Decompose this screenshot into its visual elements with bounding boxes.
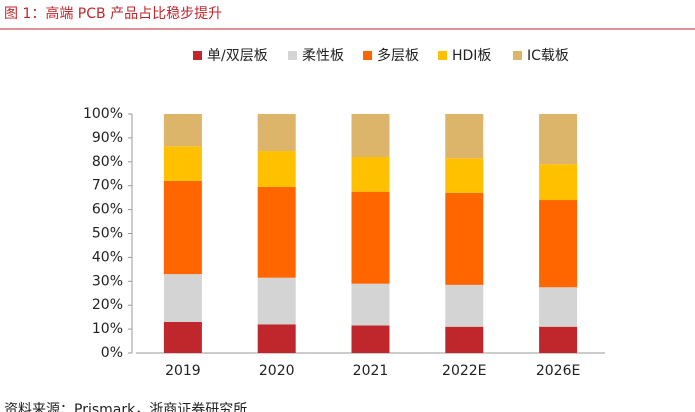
y-tick-label: 20% bbox=[92, 297, 123, 313]
bar-segment bbox=[163, 180, 202, 275]
source-note: 资料来源：Prismark，浙商证券研究所 bbox=[4, 402, 247, 412]
y-tick-label: 10% bbox=[92, 321, 123, 337]
x-tick-label: 2026E bbox=[536, 363, 580, 379]
bar-segment bbox=[163, 321, 202, 353]
bar-segment bbox=[445, 284, 484, 327]
y-tick-label: 70% bbox=[92, 178, 123, 194]
bar-segment bbox=[539, 164, 578, 201]
bar-segment bbox=[539, 200, 578, 288]
y-tick-label: 0% bbox=[101, 345, 123, 361]
x-tick-label: 2021 bbox=[353, 363, 389, 379]
bar-segment bbox=[163, 274, 202, 322]
legend-swatch bbox=[513, 51, 522, 60]
x-tick-label: 2022E bbox=[442, 363, 486, 379]
bar-segment bbox=[539, 287, 578, 327]
bar-segment bbox=[351, 283, 390, 326]
bar-segment bbox=[351, 114, 390, 158]
legend-swatch bbox=[438, 51, 447, 60]
legend-swatch bbox=[193, 51, 202, 60]
y-tick-label: 40% bbox=[92, 249, 123, 265]
bar-segment bbox=[163, 146, 202, 181]
page-title: 图 1：高端 PCB 产品占比稳步提升 bbox=[4, 5, 222, 22]
y-tick-label: 30% bbox=[92, 273, 123, 289]
bar-segment bbox=[445, 192, 484, 285]
legend-label: 单/双层板 bbox=[207, 48, 268, 64]
x-tick-label: 2020 bbox=[259, 363, 295, 379]
bar-segment bbox=[445, 114, 484, 159]
bar-segment bbox=[445, 326, 484, 353]
legend-label: HDI板 bbox=[452, 48, 491, 64]
bar-segment bbox=[539, 114, 578, 165]
legend-label: 柔性板 bbox=[302, 48, 344, 64]
y-tick-label: 90% bbox=[92, 130, 123, 146]
legend-swatch bbox=[363, 51, 372, 60]
y-tick-label: 100% bbox=[83, 106, 123, 122]
bar-segment bbox=[351, 325, 390, 353]
bar-segment bbox=[257, 114, 296, 152]
y-tick-label: 60% bbox=[92, 202, 123, 218]
bar-segment bbox=[351, 191, 390, 284]
bar-segment bbox=[257, 277, 296, 325]
legend-label: 多层板 bbox=[377, 47, 419, 64]
bar-segment bbox=[163, 114, 202, 147]
bar-segment bbox=[257, 151, 296, 187]
bar-segment bbox=[257, 324, 296, 353]
x-tick-label: 2019 bbox=[165, 363, 201, 379]
bar-segment bbox=[351, 157, 390, 192]
legend-swatch bbox=[288, 51, 297, 60]
y-tick-label: 80% bbox=[92, 154, 123, 170]
bar-segment bbox=[539, 326, 578, 353]
bar-segment bbox=[257, 186, 296, 278]
y-tick-label: 50% bbox=[92, 226, 123, 242]
bar-segment bbox=[445, 158, 484, 193]
legend-label: IC载板 bbox=[527, 48, 569, 64]
